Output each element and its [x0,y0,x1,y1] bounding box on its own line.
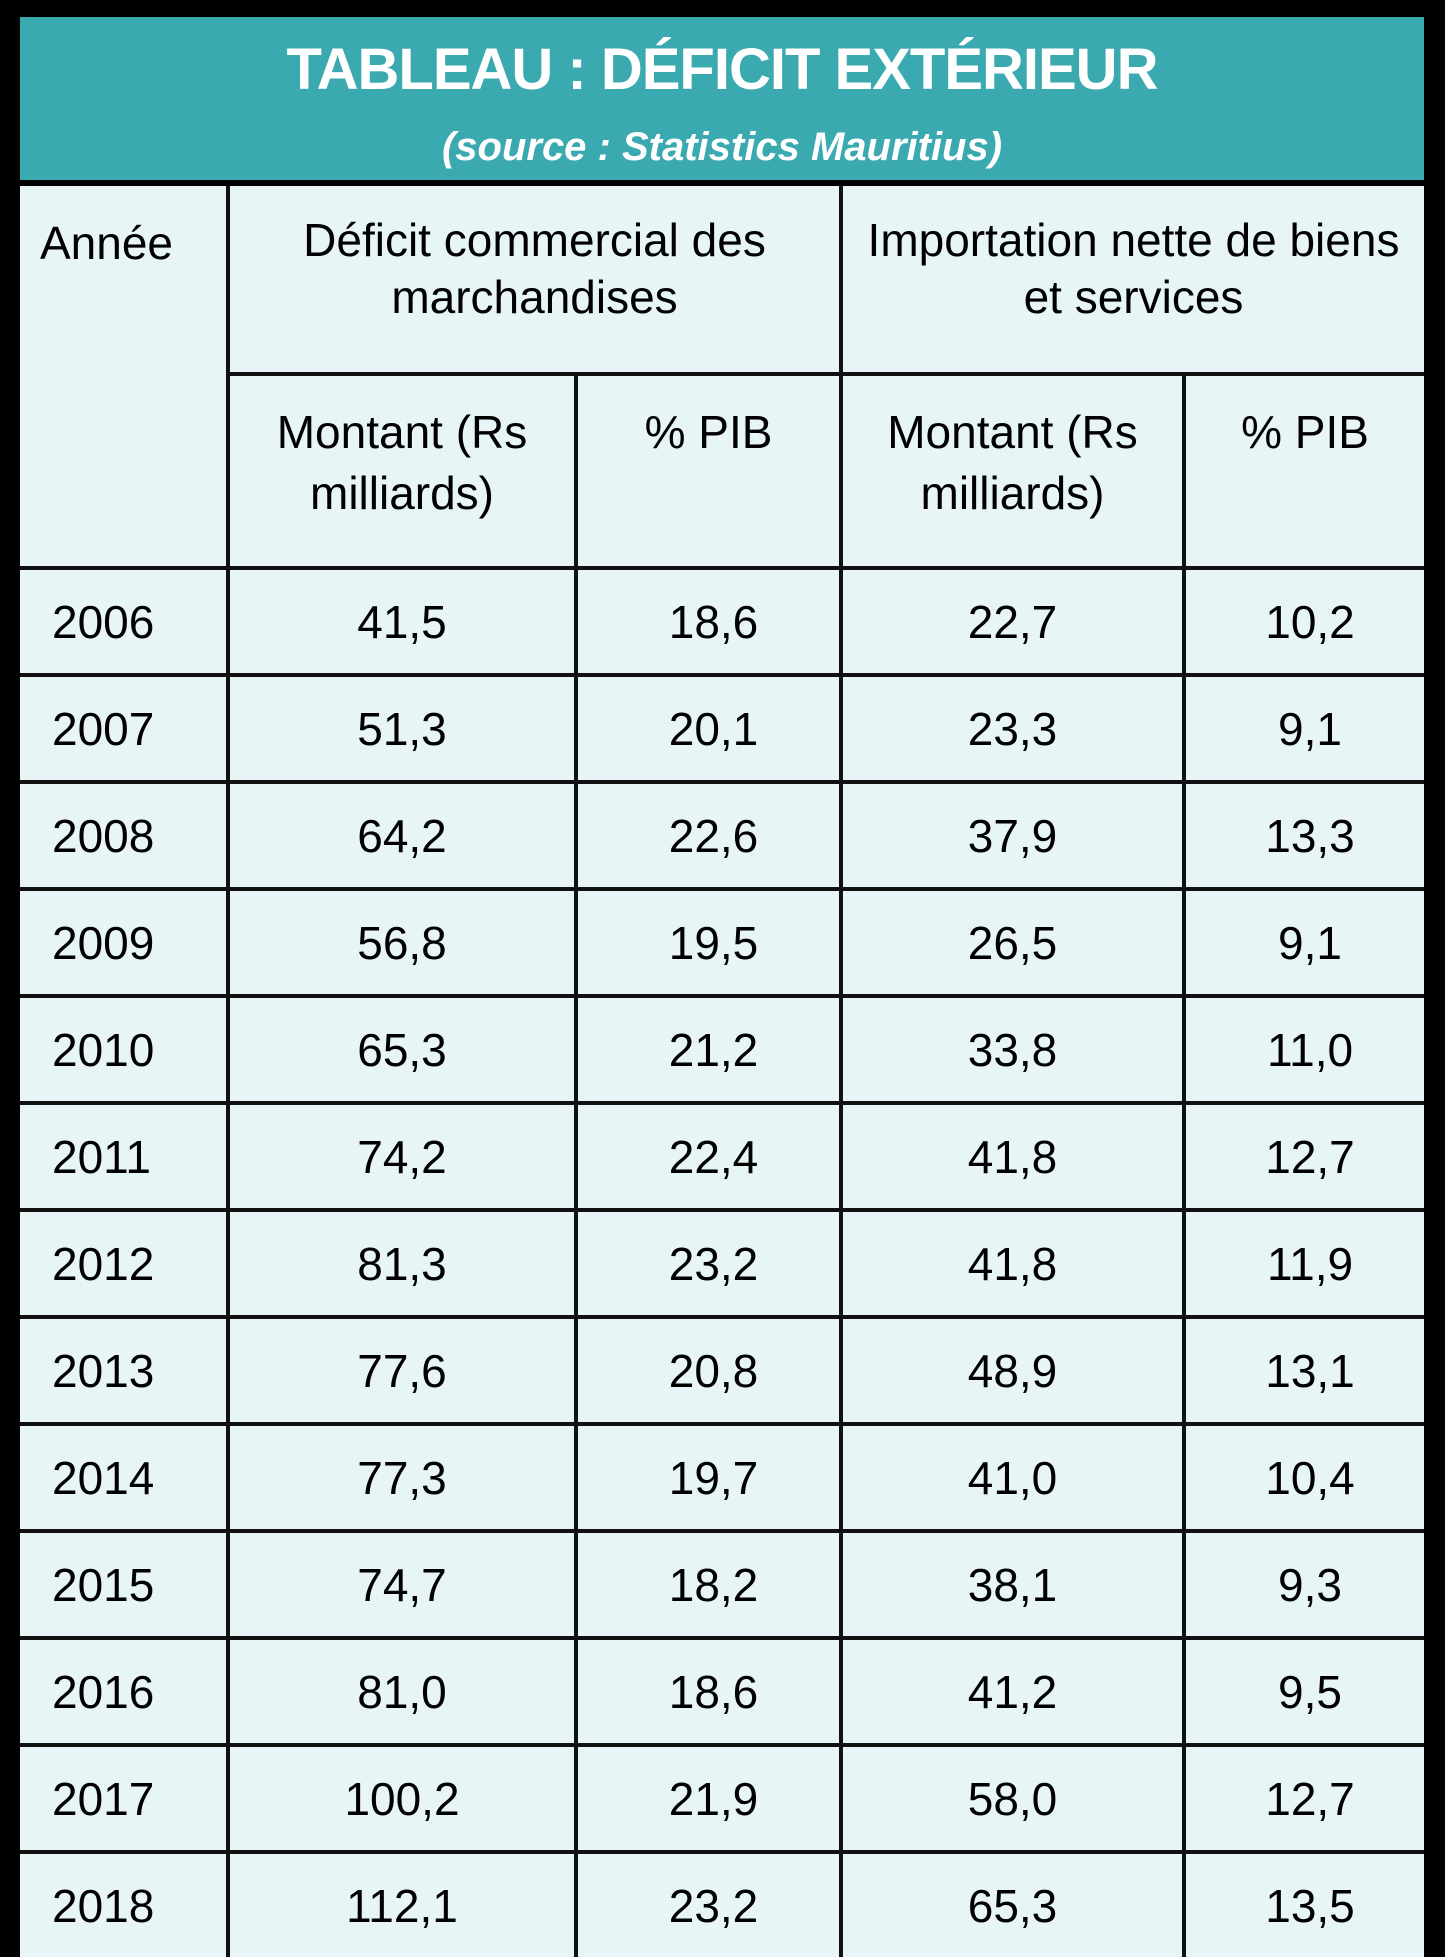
cell-import-pct: 13,3 [1182,780,1424,891]
cell-import-pct: 9,5 [1182,1636,1424,1747]
cell-deficit-pct: 19,7 [574,1422,843,1533]
cell-import-pct: 13,5 [1182,1850,1424,1957]
table-row: 2015 74,7 18,2 38,1 9,3 [20,1529,1424,1640]
cell-import-pct: 9,1 [1182,887,1424,998]
cell-year: 2016 [20,1636,230,1747]
cell-import-pct: 10,4 [1182,1422,1424,1533]
table-row: 2011 74,2 22,4 41,8 12,7 [20,1101,1424,1212]
cell-deficit-pct: 23,2 [574,1208,843,1319]
cell-import-pct: 12,7 [1182,1743,1424,1854]
cell-deficit-pct: 22,4 [574,1101,843,1212]
cell-deficit-pct: 20,1 [574,673,843,784]
cell-deficit-amount: 41,5 [226,566,578,677]
cell-deficit-amount: 56,8 [226,887,578,998]
cell-import-pct: 11,0 [1182,994,1424,1105]
table-title: TABLEAU : DÉFICIT EXTÉRIEUR [286,37,1159,102]
cell-deficit-amount: 77,6 [226,1315,578,1426]
table-row: 2008 64,2 22,6 37,9 13,3 [20,780,1424,891]
cell-year: 2017 [20,1743,230,1854]
cell-import-amount: 41,8 [839,1208,1186,1319]
cell-import-amount: 48,9 [839,1315,1186,1426]
table-body: 2006 41,5 18,6 22,7 10,2 2007 51,3 20,1 23,3 9,1 2… [20,566,1424,1957]
cell-deficit-pct: 18,2 [574,1529,843,1640]
table-row: 2013 77,6 20,8 48,9 13,1 [20,1315,1424,1426]
header-deficit-amount: Montant (Rs milliards) [228,372,578,570]
cell-import-amount: 33,8 [839,994,1186,1105]
cell-import-amount: 58,0 [839,1743,1186,1854]
cell-deficit-amount: 65,3 [226,994,578,1105]
table-row: 2007 51,3 20,1 23,3 9,1 [20,673,1424,784]
cell-import-amount: 41,2 [839,1636,1186,1747]
table-header-banner: TABLEAU : DÉFICIT EXTÉRIEUR (source : St… [20,17,1424,180]
cell-deficit-amount: 100,2 [226,1743,578,1854]
table-row: 2018 112,1 23,2 65,3 13,5 [20,1850,1424,1957]
cell-year: 2008 [20,780,230,891]
cell-import-pct: 13,1 [1182,1315,1424,1426]
table-row: 2006 41,5 18,6 22,7 10,2 [20,566,1424,677]
cell-import-amount: 37,9 [839,780,1186,891]
table-row: 2014 77,3 19,7 41,0 10,4 [20,1422,1424,1533]
data-table: Année Déficit commercial des marchandise… [20,186,1424,1957]
cell-deficit-amount: 64,2 [226,780,578,891]
table-row: 2017 100,2 21,9 58,0 12,7 [20,1743,1424,1854]
cell-year: 2014 [20,1422,230,1533]
header-deficit-pct: % PIB [574,372,843,570]
cell-deficit-pct: 21,2 [574,994,843,1105]
cell-year: 2015 [20,1529,230,1640]
cell-import-pct: 9,3 [1182,1529,1424,1640]
cell-deficit-pct: 20,8 [574,1315,843,1426]
cell-import-pct: 9,1 [1182,673,1424,784]
cell-year: 2006 [20,566,230,677]
cell-deficit-pct: 18,6 [574,1636,843,1747]
cell-import-amount: 38,1 [839,1529,1186,1640]
cell-deficit-amount: 81,3 [226,1208,578,1319]
cell-import-amount: 41,0 [839,1422,1186,1533]
header-import-amount: Montant (Rs milliards) [839,372,1186,570]
cell-deficit-pct: 21,9 [574,1743,843,1854]
cell-deficit-pct: 18,6 [574,566,843,677]
header-net-imports: Importation nette de biens et services [839,186,1424,376]
cell-deficit-pct: 19,5 [574,887,843,998]
table-row: 2010 65,3 21,2 33,8 11,0 [20,994,1424,1105]
cell-deficit-amount: 51,3 [226,673,578,784]
cell-year: 2009 [20,887,230,998]
cell-import-pct: 11,9 [1182,1208,1424,1319]
cell-deficit-amount: 112,1 [226,1850,578,1957]
table-subtitle: (source : Statistics Mauritius) [441,125,1003,169]
cell-deficit-amount: 74,7 [226,1529,578,1640]
cell-import-pct: 10,2 [1182,566,1424,677]
header-year: Année [20,186,230,570]
cell-import-amount: 41,8 [839,1101,1186,1212]
cell-import-pct: 12,7 [1182,1101,1424,1212]
cell-import-amount: 22,7 [839,566,1186,677]
cell-deficit-amount: 81,0 [226,1636,578,1747]
cell-year: 2018 [20,1850,230,1957]
header-merchandise-deficit: Déficit commercial des marchandises [226,186,843,376]
table-row: 2012 81,3 23,2 41,8 11,9 [20,1208,1424,1319]
cell-deficit-pct: 22,6 [574,780,843,891]
cell-deficit-pct: 23,2 [574,1850,843,1957]
table-row: 2016 81,0 18,6 41,2 9,5 [20,1636,1424,1747]
cell-import-amount: 23,3 [839,673,1186,784]
cell-import-amount: 26,5 [839,887,1186,998]
cell-import-amount: 65,3 [839,1850,1186,1957]
cell-year: 2007 [20,673,230,784]
header-import-pct: % PIB [1182,372,1424,570]
cell-year: 2010 [20,994,230,1105]
cell-year: 2011 [20,1101,230,1212]
table-row: 2009 56,8 19,5 26,5 9,1 [20,887,1424,998]
cell-year: 2013 [20,1315,230,1426]
cell-deficit-amount: 74,2 [226,1101,578,1212]
cell-year: 2012 [20,1208,230,1319]
cell-deficit-amount: 77,3 [226,1422,578,1533]
